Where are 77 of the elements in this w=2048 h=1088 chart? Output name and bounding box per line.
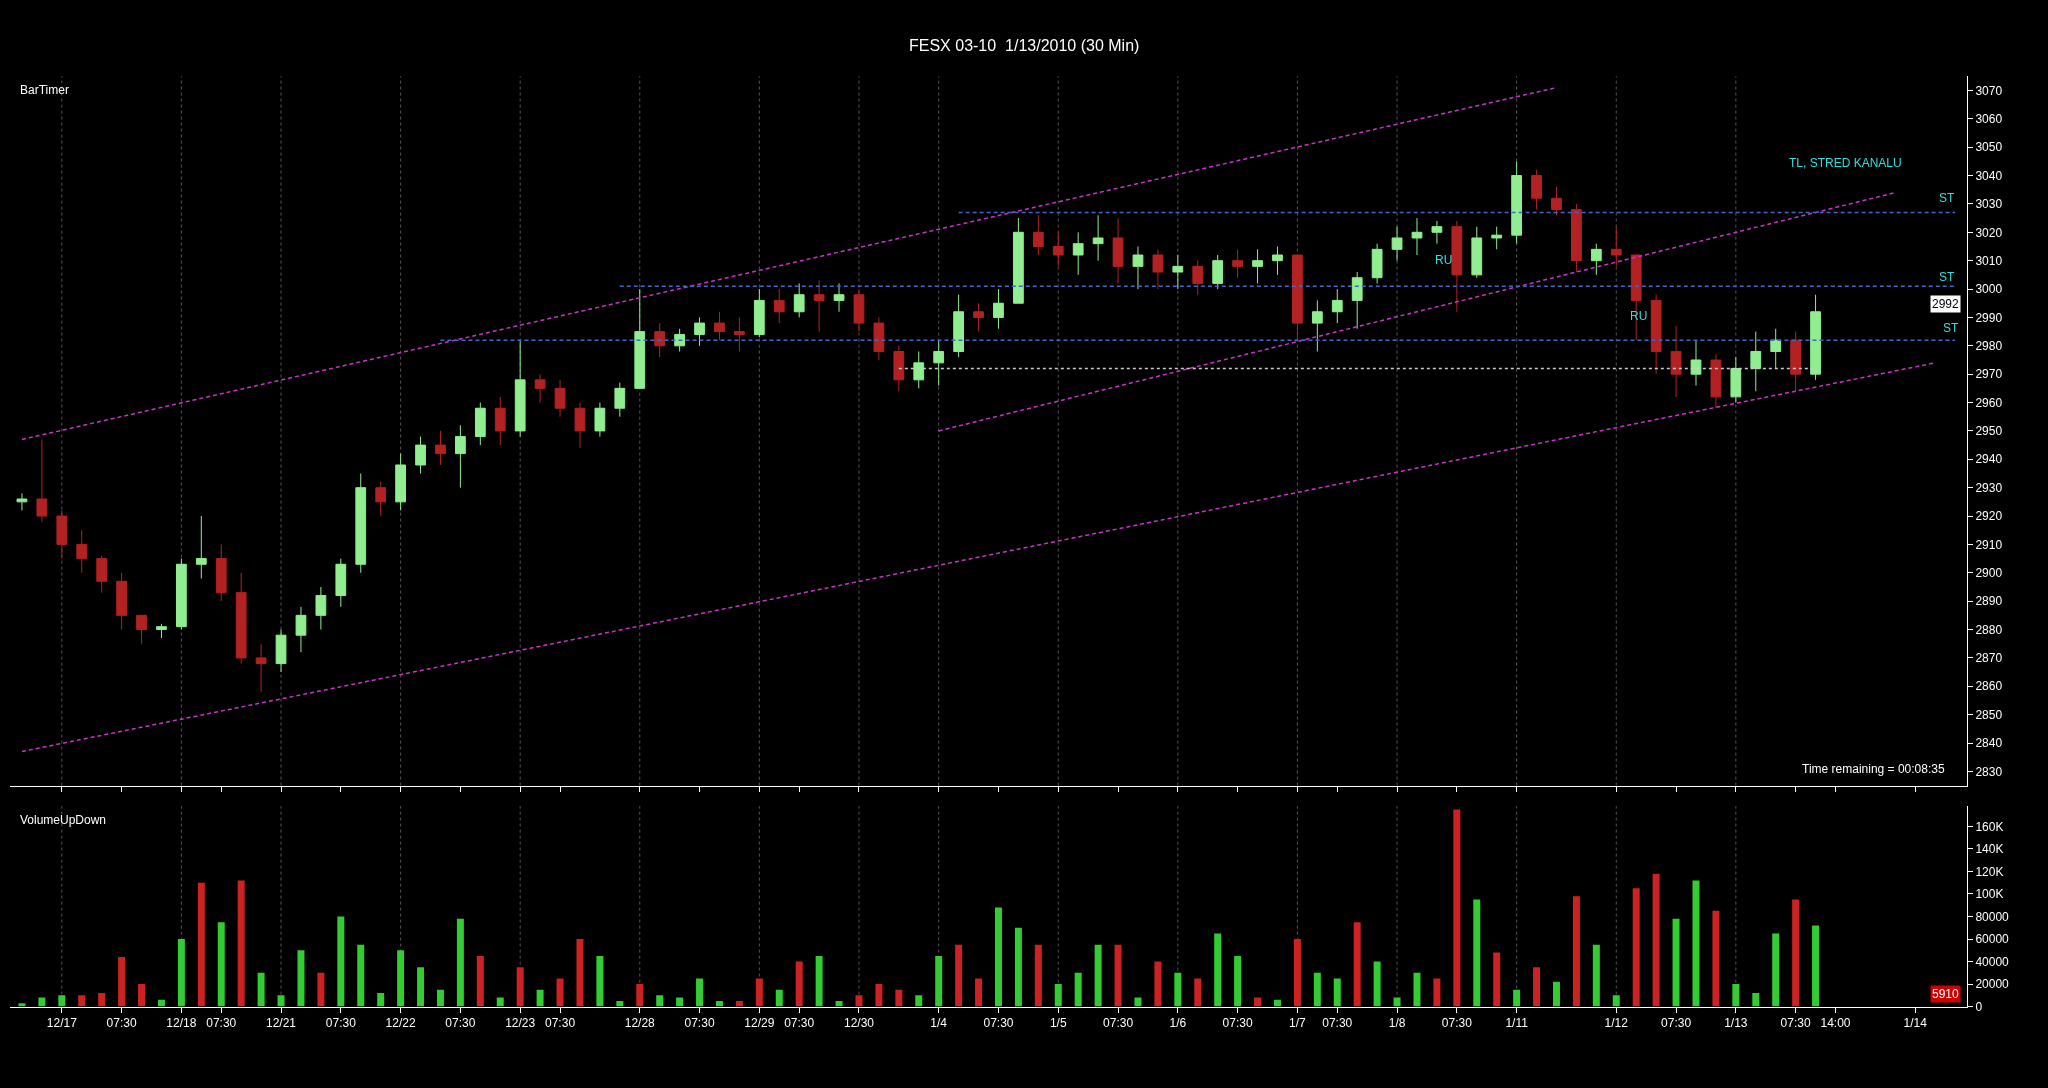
x-tick-label: 07:30: [1441, 1016, 1473, 1030]
y-tick-label: 60000: [1975, 932, 2010, 947]
x-tick-label: 12/29: [744, 1016, 775, 1030]
y-tick-label: 2920: [1975, 509, 2003, 524]
y-tick-label: 2980: [1975, 339, 2003, 353]
x-tick-label: 1/13: [1724, 1016, 1748, 1030]
x-tick-label: 12/22: [385, 1016, 416, 1030]
x-tick-label: 07:30: [684, 1016, 715, 1030]
x-tick-label: 07:30: [445, 1016, 476, 1030]
y-tick-label: 2950: [1975, 424, 2003, 439]
y-tick-label: 2840: [1975, 736, 2003, 751]
x-tick-label: 1/12: [1604, 1016, 1629, 1030]
annotation: ST: [1939, 270, 1955, 284]
x-tick-label: 07:30: [1103, 1016, 1134, 1030]
x-tick-label: 14:00: [1820, 1016, 1851, 1030]
x-tick-label: 07:30: [1222, 1016, 1253, 1030]
x-tick-label: 07:30: [983, 1016, 1014, 1030]
y-tick-label: 2970: [1975, 367, 2003, 382]
y-tick-label: 80000: [1975, 909, 2010, 924]
y-tick-label: 120K: [1975, 864, 2004, 879]
x-tick-label: 1/4: [930, 1016, 948, 1030]
y-tick-label: 2910: [1975, 537, 2003, 552]
x-tick-label: 1/5: [1049, 1016, 1067, 1030]
annotation: ST: [1939, 191, 1955, 205]
y-tick-label: 160K: [1975, 819, 2004, 834]
y-tick-label: 3060: [1975, 112, 2003, 127]
x-tick-label: 07:30: [1661, 1016, 1692, 1030]
x-tick-label: 07:30: [206, 1016, 237, 1030]
y-tick-label: 3070: [1975, 83, 2003, 98]
x-tick-label: 12/23: [505, 1016, 536, 1030]
y-tick-label: 2830: [1975, 764, 2003, 779]
annotation: Time remaining = 00:08:35: [1802, 762, 1945, 776]
x-tick-label: 07:30: [325, 1016, 357, 1030]
y-tick-label: 100K: [1975, 887, 2004, 902]
y-tick-label: 2930: [1975, 480, 2003, 495]
y-tick-label: 40000: [1975, 954, 2010, 969]
x-tick-label: 1/8: [1388, 1016, 1406, 1030]
annotation: BarTimer: [20, 83, 69, 97]
y-tick-label: 3000: [1975, 282, 2003, 297]
x-tick-label: 07:30: [784, 1016, 815, 1030]
x-tick-label: 12/21: [266, 1016, 297, 1030]
y-tick-label: 2850: [1975, 707, 2003, 722]
annotation: 2992: [1932, 297, 1960, 311]
y-tick-label: 20000: [1975, 977, 2010, 992]
y-tick-label: 2990: [1975, 310, 2003, 325]
y-tick-label: 3020: [1975, 225, 2003, 240]
x-tick-label: 07:30: [545, 1016, 576, 1030]
y-tick-label: 3050: [1975, 140, 2003, 155]
text: VolumeUpDown: [20, 813, 107, 827]
y-tick-label: 2860: [1975, 679, 2003, 694]
annotation: RU: [1435, 253, 1453, 267]
y-tick-label: 3030: [1975, 197, 2003, 212]
x-tick-label: 07:30: [106, 1016, 137, 1030]
y-tick-label: 2870: [1975, 651, 2003, 666]
y-tick-label: 140K: [1975, 842, 2004, 857]
x-tick-label: 1/7: [1289, 1016, 1307, 1030]
x-tick-label: 1/11: [1505, 1016, 1529, 1030]
annotation: ST: [1943, 321, 1959, 335]
x-tick-label: 07:30: [1780, 1016, 1811, 1030]
x-tick-label: 07:30: [1322, 1016, 1353, 1030]
x-tick-label: 1/14: [1903, 1016, 1928, 1030]
y-tick-label: 0: [1975, 999, 1983, 1014]
annotation: 5910: [1932, 987, 1960, 1001]
y-tick-label: 2880: [1975, 622, 2003, 637]
y-tick-label: 3010: [1975, 253, 2003, 268]
annotation: TL, STRED KANALU: [1789, 156, 1902, 170]
y-tick-label: 3040: [1975, 168, 2003, 183]
x-tick-label: 12/30: [843, 1016, 875, 1030]
x-tick-label: 12/18: [166, 1016, 197, 1030]
y-tick-label: 2900: [1975, 565, 2003, 580]
y-tick-label: 2940: [1975, 452, 2003, 467]
y-tick-label: 2890: [1975, 594, 2003, 609]
x-tick-label: 12/28: [624, 1016, 656, 1030]
y-tick-label: 2960: [1975, 395, 2003, 410]
x-tick-label: 12/17: [46, 1016, 78, 1030]
x-tick-label: 1/6: [1169, 1016, 1187, 1030]
chart-title: FESX 03-10 1/13/2010 (30 Min): [909, 37, 1140, 54]
